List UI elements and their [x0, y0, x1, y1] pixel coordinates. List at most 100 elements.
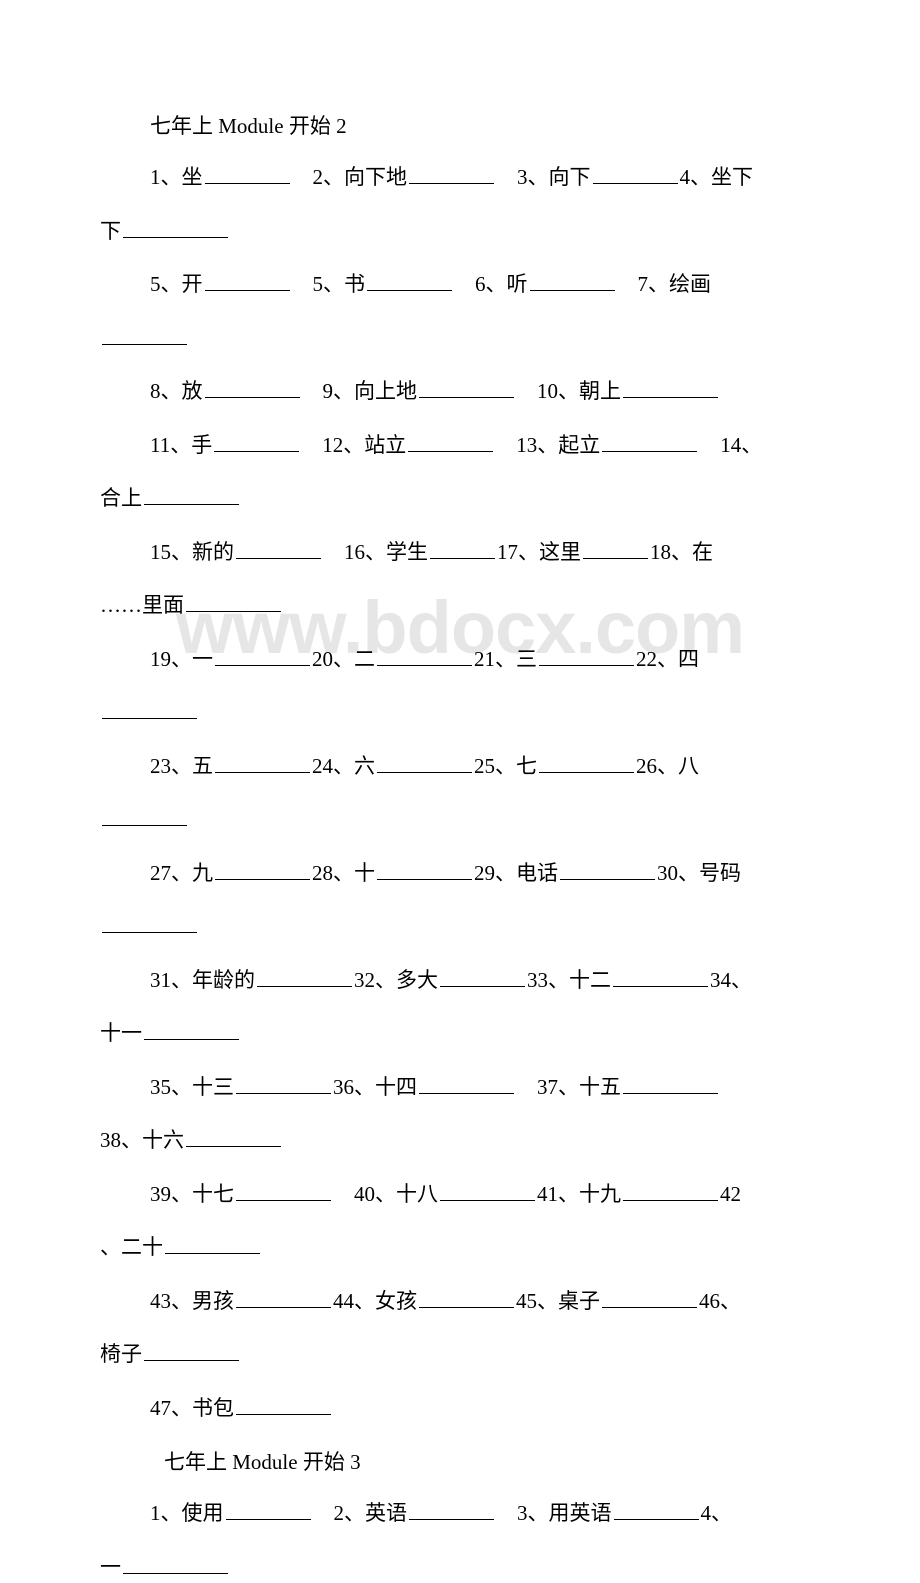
item-text: 男孩	[192, 1289, 234, 1313]
blank-field[interactable]	[408, 431, 493, 452]
item-number: 26	[636, 754, 657, 778]
item-text: 十五	[579, 1075, 621, 1099]
blank-field[interactable]	[165, 1233, 260, 1254]
blank-field[interactable]	[409, 163, 494, 184]
blank-field[interactable]	[236, 1180, 331, 1201]
blank-field[interactable]	[419, 1287, 514, 1308]
worksheet-line: 15、新的 16、学生17、这里18、在	[100, 537, 820, 569]
worksheet-line-cont	[100, 323, 820, 355]
blank-field[interactable]	[602, 431, 697, 452]
worksheet-line: 27、九28、十29、电话30、号码	[100, 858, 820, 890]
item-number: 15	[150, 540, 171, 564]
item-number: 4	[701, 1501, 712, 1525]
blank-field[interactable]	[419, 377, 514, 398]
blank-field[interactable]	[123, 1553, 228, 1574]
item-text: 这里	[539, 540, 581, 564]
blank-field[interactable]	[409, 1499, 494, 1520]
blank-field[interactable]	[623, 1073, 718, 1094]
item-text: 放	[182, 379, 203, 403]
blank-field[interactable]	[205, 270, 290, 291]
blank-field[interactable]	[583, 538, 648, 559]
worksheet-line: 19、一20、二21、三22、四	[100, 644, 820, 676]
item-text: 坐	[182, 165, 203, 189]
blank-field[interactable]	[102, 698, 197, 719]
item-number: 14	[720, 433, 741, 457]
item-text: 三	[516, 647, 537, 671]
item-text: 十九	[579, 1182, 621, 1206]
blank-field[interactable]	[205, 377, 300, 398]
item-number: 4	[680, 165, 691, 189]
blank-field[interactable]	[367, 270, 452, 291]
worksheet-line-cont: 、二十	[100, 1232, 820, 1264]
worksheet-line: 47、书包	[100, 1393, 820, 1425]
item-text: 手	[191, 433, 212, 457]
item-number: 40	[354, 1182, 375, 1206]
item-text: 十七	[192, 1182, 234, 1206]
blank-field[interactable]	[257, 966, 352, 987]
blank-field[interactable]	[144, 484, 239, 505]
blank-field[interactable]	[123, 217, 228, 238]
blank-field[interactable]	[215, 859, 310, 880]
blank-field[interactable]	[205, 163, 290, 184]
item-number: 3	[517, 1501, 528, 1525]
blank-field[interactable]	[236, 1394, 331, 1415]
item-number: 47	[150, 1396, 171, 1420]
blank-field[interactable]	[419, 1073, 514, 1094]
worksheet-line: 43、男孩44、女孩45、桌子46、	[100, 1286, 820, 1318]
blank-field[interactable]	[102, 805, 187, 826]
item-text: 向上地	[354, 379, 417, 403]
blank-field[interactable]	[215, 752, 310, 773]
blank-field[interactable]	[440, 1180, 535, 1201]
item-text: 向下	[549, 165, 591, 189]
blank-field[interactable]	[102, 324, 187, 345]
blank-field[interactable]	[613, 966, 708, 987]
blank-field[interactable]	[539, 752, 634, 773]
item-number: 32	[354, 968, 375, 992]
worksheet-line: 5、开 5、书 6、听 7、绘画	[100, 269, 820, 301]
item-number: 38	[100, 1128, 121, 1152]
blank-field[interactable]	[144, 1340, 239, 1361]
blank-field[interactable]	[186, 1126, 281, 1147]
blank-field[interactable]	[602, 1287, 697, 1308]
blank-field[interactable]	[236, 1073, 331, 1094]
blank-field[interactable]	[440, 966, 525, 987]
blank-field[interactable]	[236, 1287, 331, 1308]
blank-field[interactable]	[215, 645, 310, 666]
item-text: 绘画	[669, 272, 711, 296]
blank-field[interactable]	[623, 1180, 718, 1201]
blank-field[interactable]	[226, 1499, 311, 1520]
worksheet-line: 11、手 12、站立 13、起立 14、	[100, 430, 820, 462]
blank-field[interactable]	[530, 270, 615, 291]
blank-field[interactable]	[214, 431, 299, 452]
item-text: 英语	[365, 1501, 407, 1525]
item-text: 站立	[364, 433, 406, 457]
item-text: 一	[100, 1555, 121, 1579]
worksheet-line-cont	[100, 697, 820, 729]
blank-field[interactable]	[102, 912, 197, 933]
item-text: 一	[192, 647, 213, 671]
item-text: 听	[507, 272, 528, 296]
item-text: 书	[344, 272, 365, 296]
blank-field[interactable]	[144, 1019, 239, 1040]
item-text: 号码	[699, 861, 741, 885]
item-number: 29	[474, 861, 495, 885]
item-text: 七	[516, 754, 537, 778]
blank-field[interactable]	[539, 645, 634, 666]
blank-field[interactable]	[623, 377, 718, 398]
blank-field[interactable]	[377, 752, 472, 773]
blank-field[interactable]	[593, 163, 678, 184]
item-number: 1	[150, 1501, 161, 1525]
blank-field[interactable]	[377, 645, 472, 666]
blank-field[interactable]	[430, 538, 495, 559]
document-content: 七年上 Module 开始 2 1、坐 2、向下地 3、向下4、坐下 下 5、开…	[100, 110, 820, 1583]
blank-field[interactable]	[377, 859, 472, 880]
blank-field[interactable]	[236, 538, 321, 559]
item-number: 30	[657, 861, 678, 885]
item-number: 23	[150, 754, 171, 778]
blank-field[interactable]	[614, 1499, 699, 1520]
blank-field[interactable]	[186, 591, 281, 612]
worksheet-line-cont: 下	[100, 216, 820, 248]
item-number: 42	[720, 1182, 741, 1206]
blank-field[interactable]	[560, 859, 655, 880]
item-number: 18	[650, 540, 671, 564]
